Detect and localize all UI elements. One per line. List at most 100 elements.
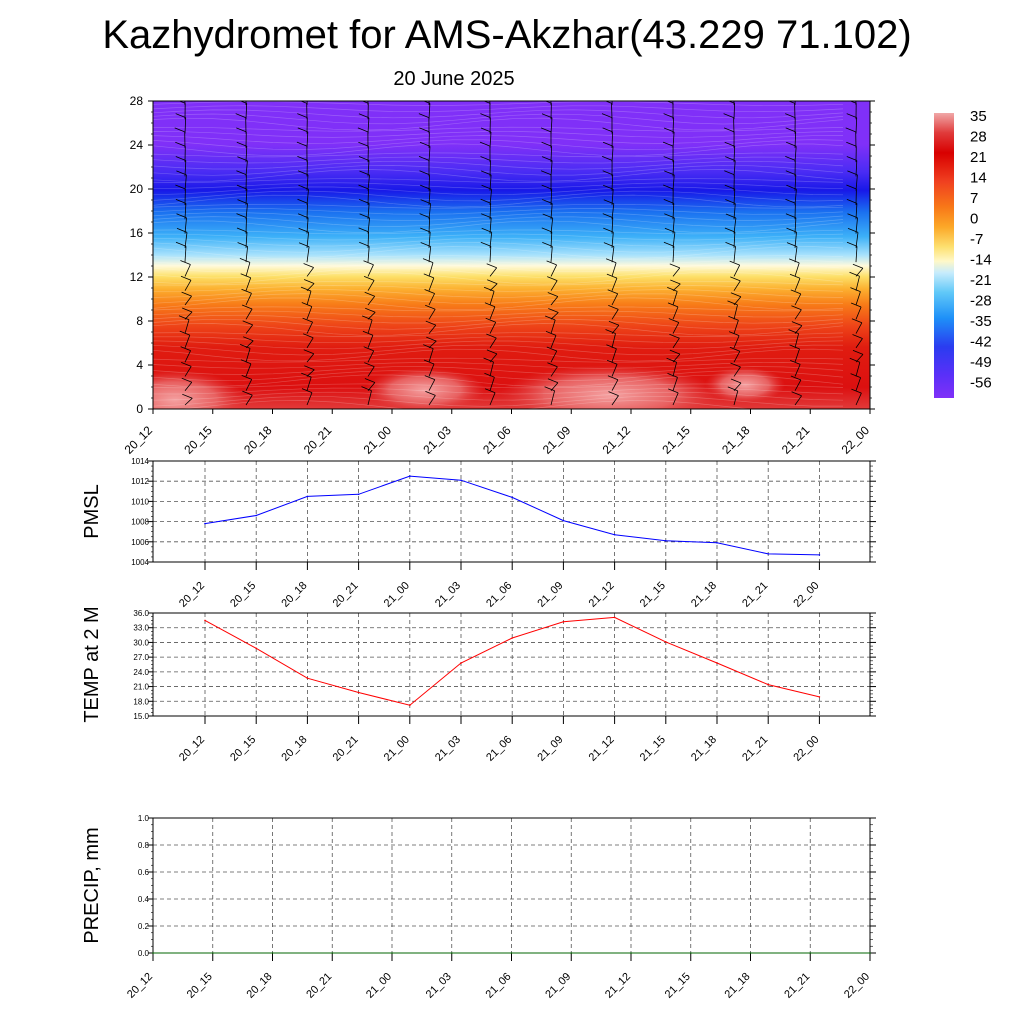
wind-barb — [361, 386, 372, 406]
wind-barb-shaft — [550, 264, 557, 277]
wind-barb-flag — [730, 276, 741, 282]
wind-barb — [662, 141, 674, 163]
wind-barb-flag — [608, 320, 620, 326]
wind-barb-shaft — [184, 160, 187, 177]
heatmap-contour — [153, 310, 844, 318]
wind-barb-flag — [850, 287, 861, 292]
wind-barb-flag — [175, 199, 187, 204]
wind-barb — [175, 141, 186, 163]
wind-barb-shaft — [184, 366, 192, 377]
wind-barb — [486, 263, 498, 277]
data-point — [409, 704, 411, 706]
heatmap-contour — [153, 271, 844, 285]
x-tick-label: 21_12 — [587, 734, 617, 764]
wind-barb — [483, 286, 495, 306]
wind-barb — [180, 275, 192, 291]
wind-barb-flag — [364, 291, 375, 297]
data-point — [204, 619, 206, 622]
wind-barb-flag — [849, 271, 860, 277]
wind-barb-shaft — [367, 174, 370, 191]
wind-barb — [241, 304, 253, 320]
wind-barb-flag — [727, 386, 738, 392]
heatmap-contour — [153, 229, 844, 235]
data-point — [716, 542, 718, 544]
wind-barb-flag — [239, 344, 251, 349]
x-tick-label: 20_18 — [279, 734, 309, 764]
wind-barb-flag — [846, 113, 857, 118]
wind-barb — [236, 170, 247, 191]
wind-barb-shaft — [794, 262, 800, 277]
wind-barb-flag — [788, 329, 799, 334]
wind-barb-flag — [180, 275, 192, 281]
heatmap-contour — [153, 160, 844, 170]
wind-barb — [602, 127, 613, 148]
wind-barb — [486, 349, 498, 363]
wind-barb-flag — [789, 258, 800, 264]
wind-barb — [423, 344, 434, 363]
wind-barb-flag — [846, 141, 857, 147]
wind-barb — [663, 127, 675, 148]
heatmap-fill — [153, 101, 870, 409]
wind-barb-shaft — [184, 350, 191, 363]
colorbar-label: 21 — [970, 149, 987, 166]
wind-barb — [663, 199, 675, 220]
wind-barb-flag — [851, 318, 863, 324]
wind-barb-flag — [241, 288, 252, 294]
wind-barb-flag — [601, 113, 613, 118]
x-tick-label: 21_00 — [364, 971, 394, 1001]
y-tick-label: 36.0 — [133, 609, 149, 618]
wind-barb-shaft — [367, 117, 370, 134]
heatmap-contour — [153, 139, 844, 150]
wind-barb-flag — [786, 141, 797, 147]
heatmap-contour — [153, 391, 844, 401]
wind-barb-shaft — [855, 291, 861, 306]
wind-barb — [180, 346, 191, 363]
wind-barb-flag — [544, 386, 555, 392]
wind-barb — [729, 260, 741, 277]
wind-barb-shaft — [672, 353, 681, 363]
wind-barb — [791, 321, 803, 334]
wind-barb — [306, 101, 308, 106]
wind-barb-shaft — [672, 101, 674, 106]
heatmap-contour — [153, 190, 844, 202]
wind-barb-flag — [175, 184, 186, 190]
wind-barb-shaft — [245, 160, 248, 177]
wind-barb-flag — [236, 213, 247, 218]
wind-barb-flag — [236, 85, 246, 89]
wind-barb-flag — [419, 127, 430, 133]
wind-barb — [789, 258, 800, 277]
wind-barb-shaft — [611, 146, 614, 163]
wind-barb — [790, 289, 802, 306]
y-tick-label: 0.2 — [138, 922, 150, 931]
wind-barb-shaft — [672, 283, 681, 292]
wind-barb-flag — [242, 320, 253, 326]
wind-barb — [542, 199, 553, 220]
wind-barb-flag — [297, 213, 309, 219]
wind-barb-shaft — [428, 189, 431, 206]
wind-barb-shaft — [184, 319, 190, 334]
wind-barb-shaft — [794, 217, 797, 234]
data-point — [255, 647, 257, 650]
wind-barb — [850, 373, 861, 391]
wind-barb-shaft — [794, 379, 802, 391]
data-point — [357, 493, 360, 496]
data-point — [767, 683, 769, 686]
wind-barb-flag — [790, 360, 801, 365]
heatmap-contour — [153, 289, 844, 298]
wind-barb-flag — [480, 170, 492, 176]
precip-chart: 0.0 0.2 0.4 0.6 0.8 1.0 20_12 20_15 20_18 20_21 21… — [81, 814, 876, 1001]
wind-barb-flag — [540, 127, 552, 133]
wind-barb — [484, 372, 495, 391]
wind-barb-flag — [541, 227, 552, 233]
wind-barb — [846, 141, 857, 163]
wind-barb-shaft — [306, 174, 309, 191]
wind-barb-flag — [790, 375, 802, 381]
wind-barb-flag — [663, 199, 674, 204]
heatmap-contour — [153, 267, 844, 279]
x-tick-label: 21_00 — [382, 580, 412, 610]
data-point — [767, 553, 769, 555]
wind-barb-shaft — [184, 246, 187, 263]
wind-barb-shaft — [367, 264, 374, 277]
wind-barb — [668, 318, 680, 334]
